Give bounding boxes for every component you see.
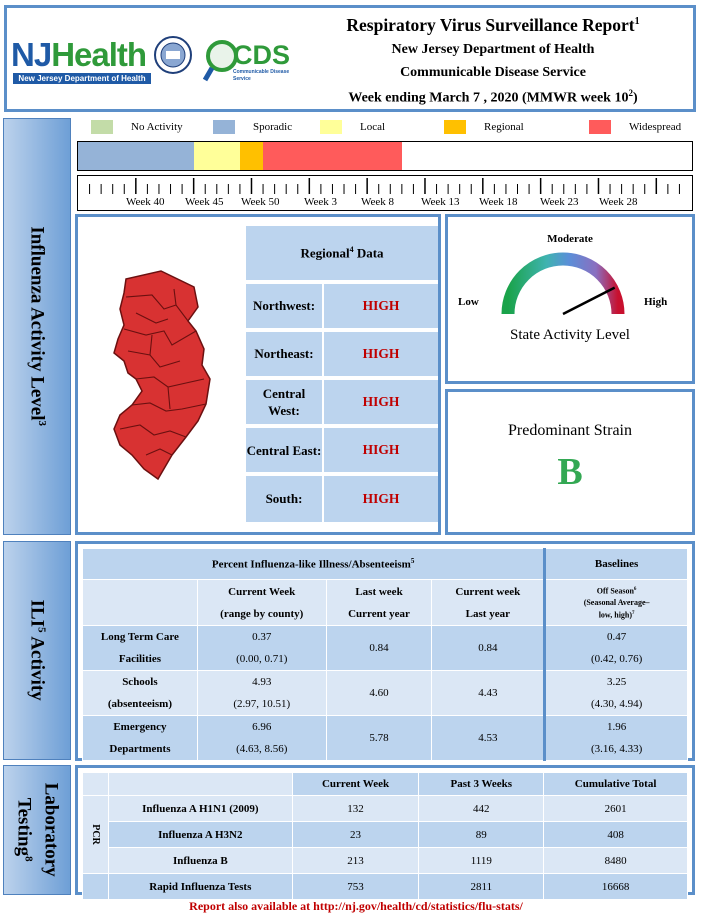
regional-panel: Regional4 Data Northwest: HIGH Northeast… — [75, 214, 441, 535]
legend-widespread: Widespread — [589, 120, 681, 134]
table-row: Schools (absenteeism) 4.93 (2.97, 10.51) 4… — [82, 670, 688, 716]
activity-segment-widespread — [263, 142, 402, 170]
service-name: Communicable Disease Service — [400, 65, 586, 80]
strain-value: B — [557, 451, 583, 493]
table-row: Emergency Departments 6.96 (4.63, 8.56) 5.… — [82, 715, 688, 761]
region-value-south: HIGH — [324, 476, 438, 522]
region-name-northwest: Northwest: — [246, 284, 322, 328]
baselines-header: Baselines — [543, 548, 688, 580]
legend-local: Local — [320, 120, 385, 134]
phab-seal-icon — [154, 36, 192, 74]
week-label: Week 23 — [540, 196, 579, 208]
lab-corner — [82, 772, 109, 796]
department-name: New Jersey Department of Health — [391, 42, 595, 57]
activity-timeline-bar — [77, 141, 693, 171]
ili-panel: Percent Influenza-like Illness/Absenteei… — [75, 541, 695, 761]
logo-nj-text: NJ — [11, 36, 52, 73]
lab-table: Current Week Past 3 Weeks Cumulative Tot… — [82, 772, 688, 900]
legend-swatch — [213, 120, 235, 134]
table-row: Influenza B 213 1119 8480 — [83, 847, 688, 874]
legend-regional: Regional — [444, 120, 524, 134]
gauge-caption: State Activity Level — [510, 327, 630, 343]
gauge-label-high: High — [644, 296, 668, 308]
table-row: PCR Influenza A H1N1 (2009) 132 442 2601 — [82, 795, 688, 874]
week-label: Week 45 — [185, 196, 224, 208]
col-past-3-weeks: Past 3 Weeks — [418, 772, 545, 796]
activity-segment-local — [193, 142, 240, 170]
region-name-south: South: — [246, 476, 322, 522]
new-jersey-map — [113, 270, 211, 481]
col-current-week: Current Week — [291, 772, 420, 796]
magnifier-icon — [203, 40, 238, 82]
table-row: Long Term Care Facilities 0.37 (0.00, 0.71… — [82, 625, 688, 671]
lab-corner — [107, 772, 293, 796]
ili-header: Percent Influenza-like Illness/Absenteei… — [81, 548, 546, 580]
col-cumulative: Cumulative Total — [543, 772, 688, 796]
region-name-northeast: Northeast: — [246, 332, 322, 376]
week-label: Week 40 — [126, 196, 165, 208]
nj-health-logo: NJHealth New Jersey Department of Health — [11, 35, 192, 85]
gauge-label-moderate: Moderate — [547, 233, 593, 245]
footer-report-link[interactable]: Report also available at http://nj.gov/h… — [189, 899, 523, 913]
week-label: Week 3 — [304, 196, 338, 208]
week-ending: Week ending March 7 , 2020 (MMWR week 10… — [348, 88, 638, 106]
legend-sporadic: Sporadic — [213, 120, 292, 134]
region-value-central-west: HIGH — [324, 380, 438, 424]
week-label: Week 50 — [241, 196, 280, 208]
legend-no-activity: No Activity — [91, 120, 183, 134]
lab-panel: Current Week Past 3 Weeks Cumulative Tot… — [75, 765, 695, 900]
col-current-week: Current Week (range by county) — [196, 579, 327, 626]
predominant-strain-panel: Predominant Strain B — [445, 389, 695, 535]
ili-corner — [82, 579, 198, 626]
strain-title: Predominant Strain — [508, 422, 632, 439]
col-last-week: Last week Current year — [325, 579, 433, 626]
table-row: Rapid Influenza Tests 753 2811 16668 — [82, 873, 688, 900]
week-axis-ticks — [89, 178, 680, 194]
activity-segment-sporadic — [78, 142, 194, 170]
logo-cds-text: CDS — [233, 40, 291, 70]
week-label: Week 18 — [479, 196, 518, 208]
week-label: Week 8 — [361, 196, 395, 208]
region-name-central-east: Central East: — [246, 428, 322, 472]
logo-cds-subtitle: Communicable Disease Service — [233, 69, 290, 82]
report-title: Respiratory Virus Surveillance Report1 — [346, 15, 640, 35]
region-value-central-east: HIGH — [324, 428, 438, 472]
logo-subtitle: New Jersey Department of Health — [13, 73, 151, 84]
region-value-northwest: HIGH — [324, 284, 438, 328]
table-row: Influenza A H3N2 23 89 408 — [83, 821, 688, 848]
week-axis: Week 40 Week 45 Week 50 Week 3 Week 8 We… — [77, 175, 693, 211]
legend-swatch — [320, 120, 342, 134]
side-label-influenza: Influenza Activity Level3 — [3, 118, 71, 535]
ili-table: Percent Influenza-like Illness/Absenteei… — [81, 548, 688, 761]
cds-logo: CDS Communicable Disease Service — [203, 38, 303, 86]
region-name-central-west: Central West: — [246, 380, 322, 424]
week-label: Week 13 — [421, 196, 460, 208]
col-current-week-last-year: Current week Last year — [431, 579, 546, 626]
report-header: NJHealth New Jersey Department of Health… — [4, 5, 696, 112]
activity-segment-regional — [239, 142, 264, 170]
col-off-season: Off Season6 (Seasonal Average– low, high)7 — [543, 579, 688, 626]
legend-swatch — [444, 120, 466, 134]
gauge-label-low: Low — [458, 296, 479, 308]
state-activity-panel: Moderate Low High State Activity Level — [445, 214, 695, 384]
regional-title: Regional4 Data — [246, 226, 438, 280]
legend-swatch — [589, 120, 611, 134]
gauge-needle — [562, 286, 616, 316]
week-label: Week 28 — [599, 196, 638, 208]
side-label-ili: ILI5 Activity — [3, 541, 71, 760]
pcr-label: PCR — [82, 795, 109, 874]
region-value-northeast: HIGH — [324, 332, 438, 376]
side-label-lab: Laboratory Testing8 — [3, 765, 71, 895]
logo-health-text: Health — [51, 36, 147, 73]
activity-gauge — [501, 252, 625, 316]
legend-swatch — [91, 120, 113, 134]
